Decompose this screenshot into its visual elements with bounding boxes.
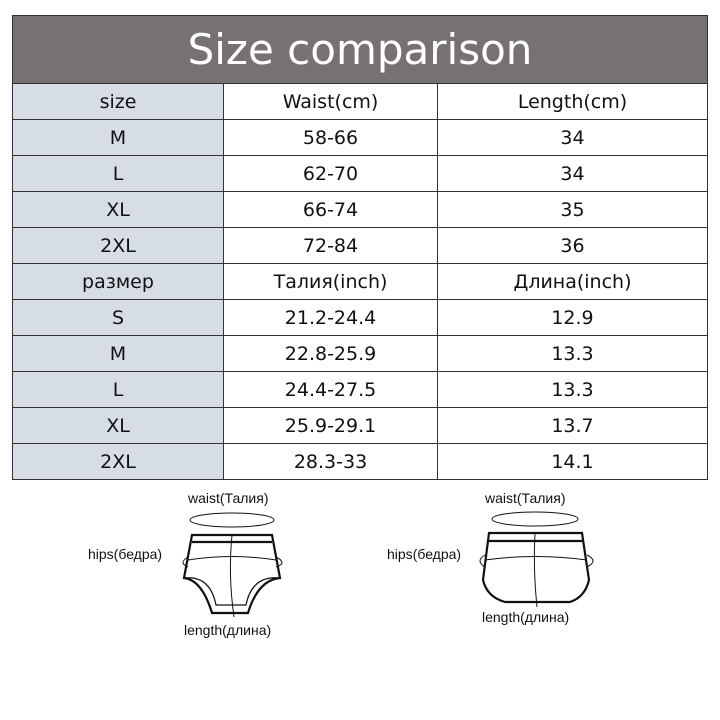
table-cell: 25.9-29.1 [224,408,438,443]
table-cell: 34 [560,126,585,149]
table-header-row: размер Талия(inch) Длина(inch) [13,264,707,300]
table-cell: 12.9 [551,306,594,329]
table-header-row: size Waist(cm) Length(cm) [13,84,707,120]
table-cell: 14.1 [551,450,594,473]
table-cell: 28.3-33 [224,444,438,479]
table-cell: M [13,336,224,371]
table-cell: 2XL [13,228,224,263]
table-row: 2XL 72-84 36 [13,228,707,264]
table-cell: Длина(inch) [513,270,632,293]
table-cell: 21.2-24.4 [224,300,438,335]
table-cell: 34 [560,162,585,185]
table-cell: XL [13,192,224,227]
table-cell: 13.3 [551,342,594,365]
table-cell: 72-84 [224,228,438,263]
table-cell: 36 [560,234,585,257]
table-cell: 13.3 [551,378,594,401]
table-cell: 62-70 [224,156,438,191]
table-cell: L [13,156,224,191]
table-cell: 24.4-27.5 [224,372,438,407]
table-row: M 58-66 34 [13,120,707,156]
briefs-diagram-icon [182,512,283,618]
table-cell: 66-74 [224,192,438,227]
hips-label-2: hips(бедра) [387,546,462,562]
boxer-briefs-diagram-icon [479,511,594,608]
table-cell: 35 [560,198,585,221]
table-cell: 13.7 [551,414,594,437]
table-cell: S [13,300,224,335]
table-cell: XL [13,408,224,443]
table-title: Size comparison [13,16,707,84]
table-cell: 2XL [13,444,224,479]
table-row: L 24.4-27.5 13.3 [13,372,707,408]
length-label-1: length(длина) [184,622,272,638]
table-row: M 22.8-25.9 13.3 [13,336,707,372]
waist-label-1: waist(Талия) [188,490,269,506]
table-row: XL 25.9-29.1 13.7 [13,408,707,444]
table-row: XL 66-74 35 [13,192,707,228]
table-cell: L [13,372,224,407]
table-cell: 22.8-25.9 [224,336,438,371]
length-label-2: length(длина) [482,609,570,625]
table-cell: size [13,84,224,119]
table-cell: Waist(cm) [224,84,438,119]
size-table: Size comparison size Waist(cm) Length(cm) M… [12,15,708,480]
table-row: S 21.2-24.4 12.9 [13,300,707,336]
waist-label-2: waist(Талия) [485,490,566,506]
hips-label-1: hips(бедра) [88,546,163,562]
table-row: 2XL 28.3-33 14.1 [13,444,707,479]
table-row: L 62-70 34 [13,156,707,192]
table-cell: 58-66 [224,120,438,155]
table-cell: размер [13,264,224,299]
table-cell: Length(cm) [517,90,628,113]
table-cell: M [13,120,224,155]
table-cell: Талия(inch) [224,264,438,299]
